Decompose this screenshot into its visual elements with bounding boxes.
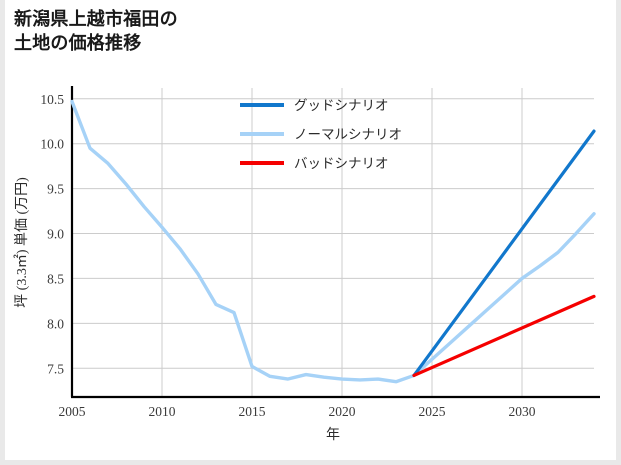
page-title: 新潟県上越市福田の 土地の価格推移 xyxy=(14,9,178,53)
x-tick-label: 2005 xyxy=(59,404,86,419)
legend-label: グッドシナリオ xyxy=(294,98,389,113)
y-tick-label: 9.0 xyxy=(47,227,64,242)
x-tick-label: 2020 xyxy=(329,404,356,419)
data-series xyxy=(70,99,596,384)
axes xyxy=(70,86,600,399)
y-tick-label: 10.0 xyxy=(40,137,64,152)
series-line xyxy=(412,129,596,378)
legend-label: ノーマルシナリオ xyxy=(294,127,402,142)
y-tick-label: 7.5 xyxy=(47,361,64,376)
x-tick-label: 2025 xyxy=(419,404,446,419)
x-tick-label: 2015 xyxy=(239,404,266,419)
legend-label: バッドシナリオ xyxy=(294,156,389,171)
y-tick-label: 9.5 xyxy=(47,182,64,197)
x-tick-label: 2010 xyxy=(149,404,176,419)
x-tick-labels: 2005 2010 2015 2020 2025 2030 xyxy=(59,404,536,419)
y-tick-labels: 7.5 8.0 8.5 9.0 9.5 10.0 10.5 xyxy=(40,92,64,376)
gridlines xyxy=(71,88,594,397)
y-tick-label: 8.5 xyxy=(47,271,64,286)
x-tick-label: 2030 xyxy=(509,404,536,419)
y-axis-title: 坪 (3.3㎡) 単価 (万円) xyxy=(14,177,30,308)
x-axis-title: 年 xyxy=(326,427,340,443)
series-line xyxy=(412,294,596,378)
series-line xyxy=(70,99,596,384)
y-tick-label: 8.0 xyxy=(47,316,64,331)
y-tick-label: 10.5 xyxy=(40,92,64,107)
